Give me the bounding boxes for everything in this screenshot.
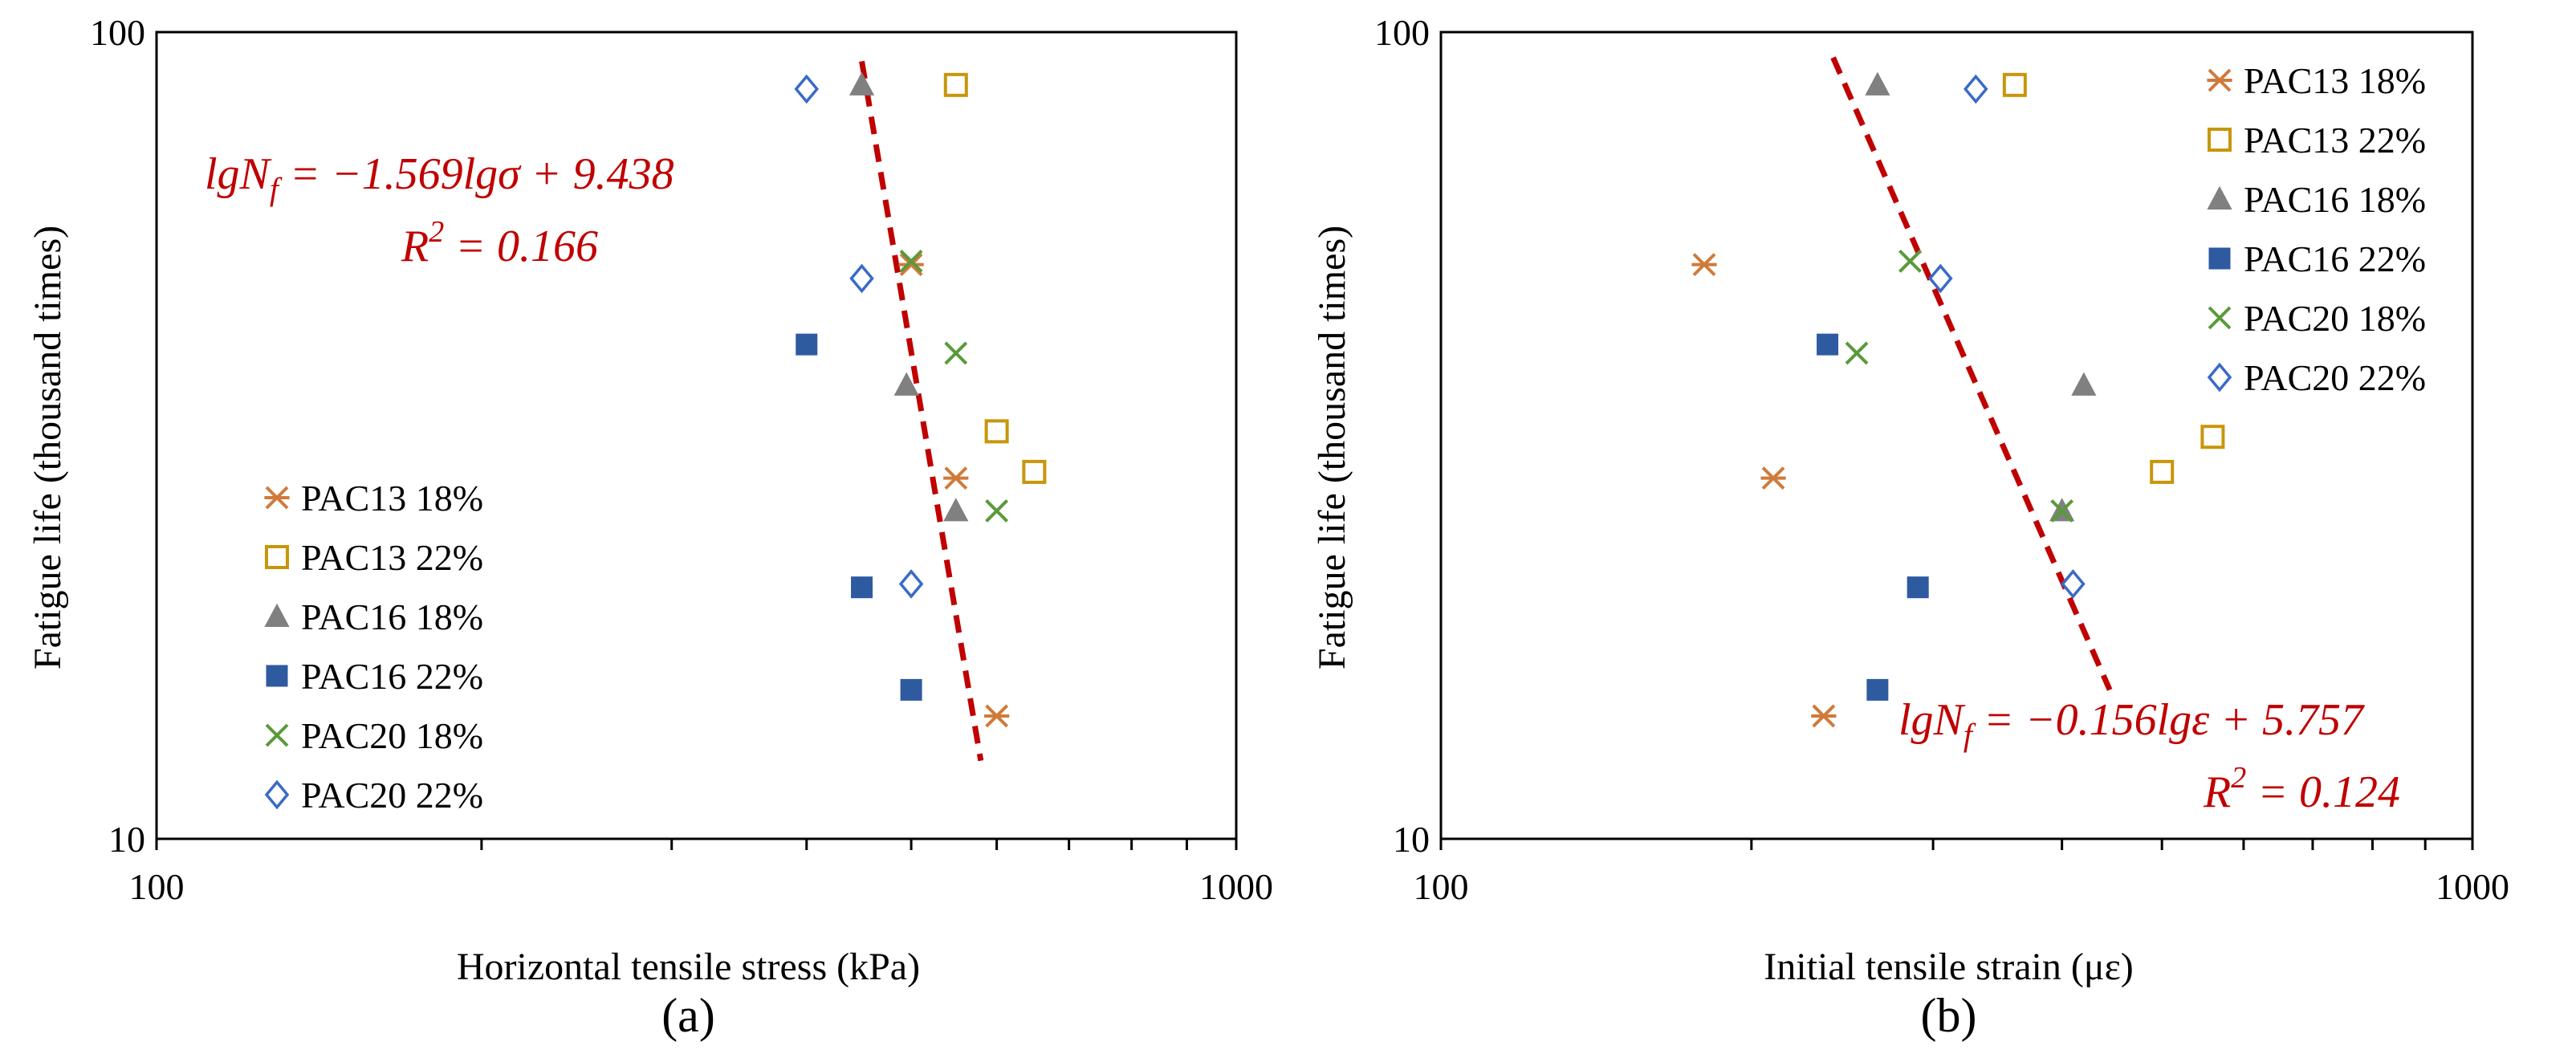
legend-label: PAC13 18% <box>301 478 483 519</box>
data-point <box>1760 466 1786 490</box>
data-point <box>1907 576 1929 599</box>
data-point <box>900 678 922 701</box>
legend: PAC13 18% PAC13 22% PAC16 18% PAC16 22% PAC2… <box>2207 60 2426 398</box>
data-point <box>2071 372 2097 396</box>
legend-marker <box>2207 185 2232 210</box>
data-point <box>848 71 875 96</box>
data-point <box>943 72 968 97</box>
data-point <box>2050 499 2074 523</box>
data-point <box>851 576 873 599</box>
data-point <box>1845 341 1869 365</box>
data-point <box>984 419 1009 444</box>
legend-label: PAC16 18% <box>301 596 483 637</box>
x-tick-label-max: 1000 <box>1199 866 1273 907</box>
y-tick-label-max: 100 <box>90 12 145 53</box>
chart-panel-a: 100 1000 10 100 Horizontal tensile stress (k… <box>26 12 1273 1042</box>
data-point <box>1866 678 1889 701</box>
legend-label: PAC20 22% <box>2244 357 2426 398</box>
data-point <box>849 263 874 294</box>
y-tick-label-min: 10 <box>1393 819 1430 860</box>
x-tick-label-min: 100 <box>1414 866 1469 907</box>
data-point <box>2150 459 2175 484</box>
data-point <box>2061 569 2086 599</box>
legend-marker <box>2208 306 2232 330</box>
data-point <box>898 253 924 277</box>
y-tick-label-max: 100 <box>1374 12 1430 53</box>
legend-marker <box>2207 68 2232 92</box>
legend-marker <box>264 486 290 510</box>
data-point <box>1022 459 1047 484</box>
data-point <box>984 704 1010 728</box>
legend-marker <box>266 665 288 687</box>
data-point <box>1817 333 1839 356</box>
legend-label: PAC16 22% <box>2244 238 2426 279</box>
x-axis-ticks <box>155 839 1238 850</box>
legend-label: PAC20 22% <box>301 775 483 816</box>
x-axis-ticks <box>1439 839 2474 850</box>
legend-marker <box>264 779 290 810</box>
panel-label: (a) <box>661 989 715 1042</box>
legend-label: PAC13 22% <box>301 537 483 578</box>
legend-marker <box>2208 247 2231 270</box>
data-point <box>1964 74 1988 104</box>
y-axis-title: Fatigue life (thousand times) <box>1311 226 1353 669</box>
legend-marker <box>265 545 289 569</box>
data-point <box>893 372 919 396</box>
data-point <box>2002 72 2027 97</box>
legend-label: PAC16 18% <box>2244 179 2426 220</box>
x-tick-label-min: 100 <box>129 866 185 907</box>
equation-line-2: R2 = 0.124 <box>2203 761 2400 817</box>
data-point <box>1928 263 1953 294</box>
data-point <box>944 341 968 365</box>
legend-marker <box>265 723 289 747</box>
legend-marker <box>264 603 290 627</box>
legend-label: PAC20 18% <box>301 715 483 756</box>
x-tick-label-max: 1000 <box>2436 866 2509 907</box>
x-axis-title: Initial tensile strain (με) <box>1764 946 2133 988</box>
data-point <box>898 569 924 599</box>
x-axis-title: Horizontal tensile stress (kPa) <box>457 946 920 988</box>
data-point <box>943 498 969 522</box>
plot-area <box>1439 31 2474 840</box>
legend-marker <box>2207 362 2232 393</box>
trend-line <box>859 60 984 762</box>
legend: PAC13 18% PAC13 22% PAC16 18% PAC16 22% PAC2… <box>264 478 483 816</box>
y-tick-label-min: 10 <box>108 819 145 860</box>
regression-equation: lgNf = −1.569lgσ + 9.438 R2 = 0.166 <box>205 149 674 271</box>
regression-equation: lgNf = −0.156lgε + 5.757 R2 = 0.124 <box>1898 695 2400 817</box>
legend-label: PAC13 22% <box>2244 120 2426 161</box>
equation-line-2: R2 = 0.166 <box>401 215 598 271</box>
data-point <box>1898 250 1922 273</box>
y-axis-title: Fatigue life (thousand times) <box>26 226 69 669</box>
data-point <box>899 250 923 273</box>
data-point <box>794 74 820 104</box>
legend-label: PAC13 18% <box>2244 60 2426 101</box>
legend-label: PAC20 18% <box>2244 298 2426 339</box>
data-point <box>796 333 818 356</box>
plot-area <box>155 31 1238 840</box>
equation-line-1: lgNf = −0.156lgε + 5.757 <box>1898 695 2365 753</box>
data-point <box>1811 704 1837 728</box>
chart-panel-b: 100 1000 10 100 Initial tensile strain (με) F… <box>1311 12 2509 1042</box>
equation-line-1: lgNf = −1.569lgσ + 9.438 <box>205 149 674 207</box>
data-point <box>1865 71 1890 96</box>
data-point <box>1691 253 1717 277</box>
legend-marker <box>2208 128 2232 152</box>
data-point <box>2200 425 2225 450</box>
panel-label: (b) <box>1921 989 1977 1042</box>
data-point <box>985 499 1009 523</box>
legend-label: PAC16 22% <box>301 656 483 697</box>
data-point <box>943 466 969 490</box>
